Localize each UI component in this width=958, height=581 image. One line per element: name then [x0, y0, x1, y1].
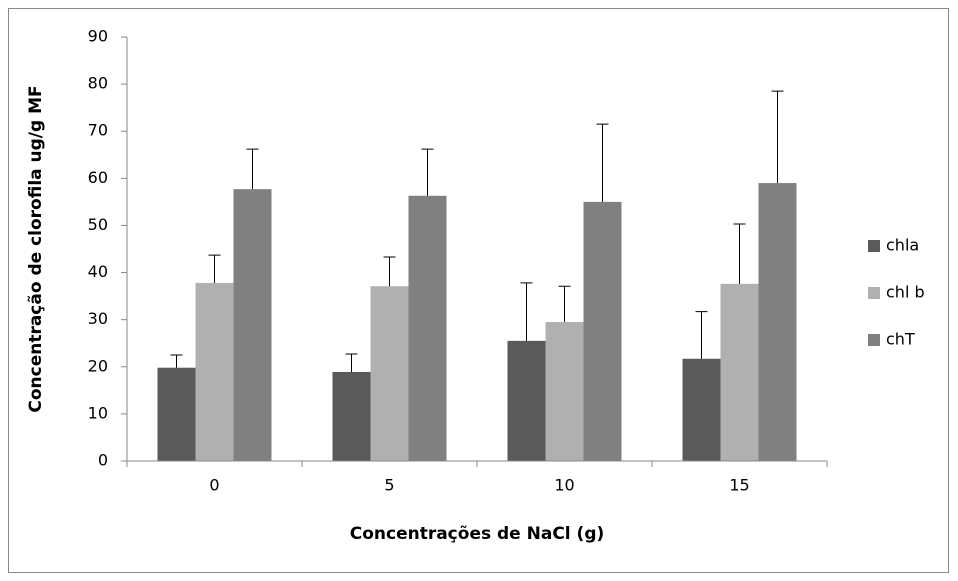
error-bar — [520, 282, 533, 341]
error-bar — [383, 256, 396, 287]
error-bar — [345, 353, 358, 372]
y-tick-label: 30 — [88, 309, 108, 328]
y-tick-label: 0 — [98, 451, 108, 470]
x-tick-label: 0 — [209, 476, 219, 495]
y-tick-label: 60 — [88, 168, 108, 187]
bar — [507, 340, 546, 461]
bar — [720, 283, 759, 461]
bar — [370, 286, 409, 461]
bar — [332, 371, 371, 461]
bar — [545, 322, 584, 461]
legend-swatch — [868, 287, 880, 299]
error-bar — [170, 354, 183, 368]
legend-swatch — [868, 334, 880, 346]
error-bar — [771, 90, 784, 184]
y-tick-label: 70 — [88, 121, 108, 140]
x-tick-label: 5 — [384, 476, 394, 495]
y-tick-label: 40 — [88, 262, 108, 281]
bar — [682, 358, 721, 461]
chart-border — [8, 8, 949, 573]
legend-swatch — [868, 240, 880, 252]
y-tick-label: 80 — [88, 74, 108, 93]
error-bar — [596, 123, 609, 202]
bar — [758, 183, 797, 462]
x-tick-label: 10 — [554, 476, 574, 495]
y-axis-title: Concentração de clorofila ug/g MF — [26, 85, 46, 412]
legend-label: chla — [886, 236, 919, 255]
error-bar — [246, 148, 259, 190]
bar — [408, 195, 447, 461]
x-axis-title: Concentrações de NaCl (g) — [350, 524, 605, 544]
bar — [195, 282, 234, 461]
error-bar — [695, 311, 708, 359]
error-bar — [421, 148, 434, 196]
y-tick-label: 50 — [88, 215, 108, 234]
y-tick-label: 90 — [88, 27, 108, 46]
legend-label: chl b — [886, 283, 925, 302]
error-bar — [208, 254, 221, 283]
bar — [583, 201, 622, 461]
error-bar — [733, 223, 746, 284]
bar — [233, 189, 272, 461]
error-bar — [558, 285, 571, 323]
x-tick-label: 15 — [729, 476, 749, 495]
y-tick-label: 10 — [88, 403, 108, 422]
bar — [157, 367, 196, 461]
legend-label: chT — [886, 330, 915, 349]
y-tick-label: 20 — [88, 356, 108, 375]
